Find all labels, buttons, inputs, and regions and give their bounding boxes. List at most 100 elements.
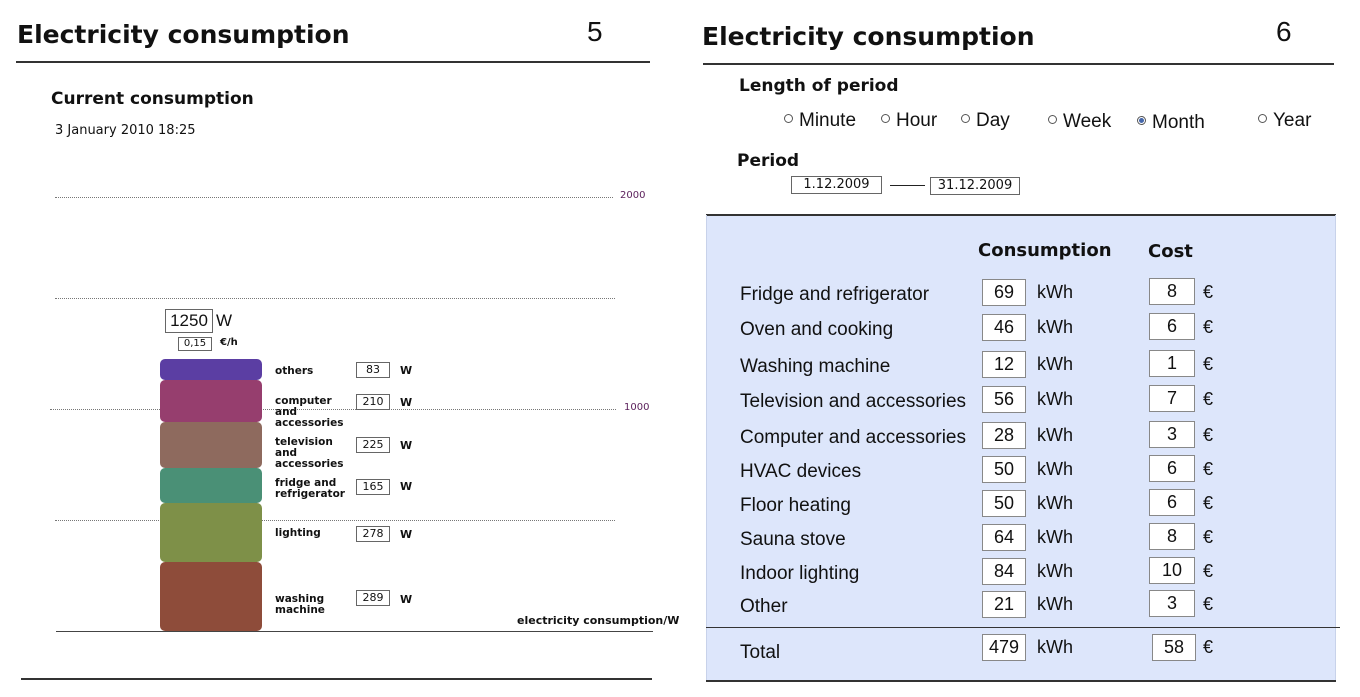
radio-hour[interactable]: Hour	[881, 110, 937, 132]
consumption-unit: kWh	[1037, 354, 1073, 374]
consumption-unit: kWh	[1037, 282, 1073, 302]
row-label: Oven and cooking	[740, 319, 894, 340]
value-computer: 210	[356, 394, 390, 410]
col-cost-header: Cost	[1148, 241, 1193, 262]
radio-circle-icon	[881, 114, 890, 124]
value-others: 83	[356, 362, 390, 378]
x-axis-label: electricity consumption/W	[517, 614, 680, 627]
slide-5-title: Electricity consumption	[17, 20, 350, 49]
segment-television	[160, 422, 262, 468]
row-label: Indoor lighting	[740, 563, 860, 584]
bottom-rule	[21, 678, 652, 680]
period-start-field[interactable]: 1.12.2009	[791, 176, 882, 194]
consumption-field[interactable]: 84	[982, 558, 1026, 585]
current-consumption-heading: Current consumption	[51, 89, 254, 109]
radio-circle-icon	[961, 114, 970, 124]
slide-5-number: 5	[587, 16, 603, 47]
title-rule	[16, 61, 650, 63]
cost-field[interactable]: 3	[1149, 421, 1195, 448]
segment-washing	[160, 562, 262, 631]
consumption-field[interactable]: 12	[982, 351, 1026, 378]
consumption-unit: kWh	[1037, 561, 1073, 581]
consumption-field[interactable]: 46	[982, 314, 1026, 341]
cost-field[interactable]: 6	[1149, 455, 1195, 482]
cost-field[interactable]: 7	[1149, 385, 1195, 412]
cost-field[interactable]: 6	[1149, 489, 1195, 516]
cost-field[interactable]: 10	[1149, 557, 1195, 584]
row-label: Computer and accessories	[740, 427, 966, 448]
cost-field[interactable]: 8	[1149, 523, 1195, 550]
axis-label-1000: 1000	[624, 402, 650, 413]
radio-minute[interactable]: Minute	[784, 110, 856, 132]
label-lighting: lighting	[275, 527, 321, 539]
value-television: 225	[356, 437, 390, 453]
col-consumption-header: Consumption	[978, 240, 1112, 261]
radio-week[interactable]: Week	[1048, 111, 1111, 133]
consumption-field[interactable]: 56	[982, 386, 1026, 413]
slide-6-number: 6	[1276, 16, 1292, 47]
total-separator	[706, 627, 1340, 628]
period-dash	[890, 185, 925, 186]
panel-top-rule	[706, 214, 1336, 216]
consumption-unit: kWh	[1037, 459, 1073, 479]
label-television: television and accessories	[275, 436, 344, 470]
gridline-500	[55, 520, 615, 521]
cost-unit: €	[1203, 459, 1214, 479]
unit-computer: W	[400, 396, 413, 409]
consumption-field[interactable]: 28	[982, 422, 1026, 449]
cost-field[interactable]: 8	[1149, 278, 1195, 305]
segment-others	[160, 359, 262, 380]
consumption-unit: kWh	[1037, 493, 1073, 513]
radio-day[interactable]: Day	[961, 110, 1010, 132]
cost-field[interactable]: 3	[1149, 590, 1195, 617]
consumption-unit: kWh	[1037, 389, 1073, 409]
consumption-field[interactable]: 64	[982, 524, 1026, 551]
consumption-unit: kWh	[1037, 317, 1073, 337]
total-label: Total	[740, 642, 781, 663]
bottom-rule-6	[706, 680, 1336, 682]
consumption-field[interactable]: 21	[982, 591, 1026, 618]
cost-unit: €	[1203, 594, 1214, 614]
gridline-1500	[55, 298, 615, 299]
axis-label-2000: 2000	[620, 190, 646, 201]
cost-rate-unit: €/h	[220, 337, 238, 348]
consumption-field[interactable]: 69	[982, 279, 1026, 306]
radio-label: Day	[976, 110, 1010, 131]
radio-label: Year	[1273, 110, 1312, 131]
total-cost-unit: €	[1203, 637, 1214, 657]
panel-right-edge	[1335, 215, 1336, 681]
total-consumption-field: 479	[982, 634, 1026, 661]
gridline-1000	[50, 409, 616, 410]
radio-year[interactable]: Year	[1258, 110, 1311, 132]
radio-circle-icon	[1258, 114, 1267, 124]
cost-unit: €	[1203, 561, 1214, 581]
radio-label: Minute	[799, 110, 857, 131]
gridline-2000	[55, 197, 613, 198]
baseline	[56, 631, 653, 632]
label-fridge: fridge and refrigerator	[275, 477, 345, 500]
row-label: Washing machine	[740, 356, 891, 377]
row-label: Sauna stove	[740, 529, 846, 550]
period-end-field[interactable]: 31.12.2009	[930, 177, 1020, 195]
cost-rate-field: 0,15	[178, 337, 212, 351]
consumption-field[interactable]: 50	[982, 490, 1026, 517]
label-computer: computer and accessories	[275, 395, 344, 429]
radio-label: Hour	[896, 110, 938, 131]
cost-field[interactable]: 1	[1149, 350, 1195, 377]
unit-television: W	[400, 439, 413, 452]
radio-selected-icon	[1137, 116, 1146, 126]
row-label: Television and accessories	[740, 391, 967, 412]
radio-label: Month	[1152, 112, 1205, 133]
row-label: Other	[740, 596, 788, 617]
consumption-field[interactable]: 50	[982, 456, 1026, 483]
cost-field[interactable]: 6	[1149, 313, 1195, 340]
cost-unit: €	[1203, 282, 1214, 302]
radio-month[interactable]: Month	[1137, 112, 1205, 134]
panel-left-edge	[706, 215, 707, 681]
unit-others: W	[400, 364, 413, 377]
radio-circle-icon	[784, 114, 793, 124]
row-label: Floor heating	[740, 495, 851, 516]
title-rule-6	[703, 63, 1334, 65]
radio-label: Week	[1063, 111, 1112, 132]
cost-unit: €	[1203, 493, 1214, 513]
